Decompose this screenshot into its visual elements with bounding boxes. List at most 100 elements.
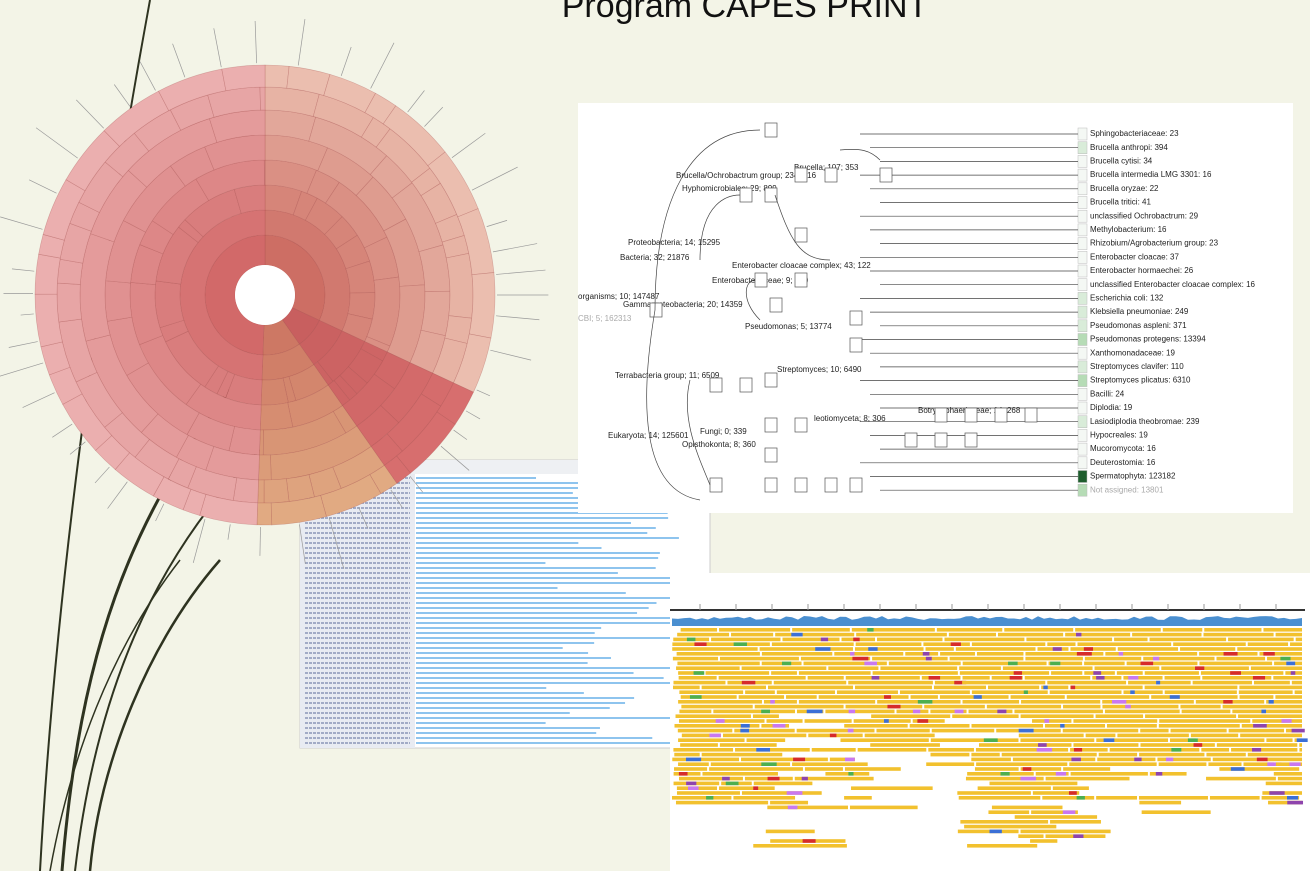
krona-wedge — [264, 160, 265, 185]
read — [772, 642, 854, 646]
leaf-label: Sphingobacteriaceae: 23 — [1090, 129, 1179, 138]
read — [1096, 796, 1137, 800]
leaf-box — [1078, 265, 1087, 277]
leaf-box — [1078, 224, 1087, 236]
leaf-label: Rhizobium/Agrobacterium group: 23 — [1090, 239, 1219, 248]
mismatch — [761, 762, 776, 766]
node-box — [825, 478, 837, 492]
label-leader — [12, 269, 34, 271]
read — [976, 748, 1068, 752]
read — [1292, 681, 1302, 685]
mismatch — [1104, 738, 1115, 742]
read — [711, 638, 780, 642]
read — [1240, 734, 1302, 738]
read — [959, 796, 1041, 800]
mismatch — [1166, 758, 1173, 762]
read — [922, 676, 961, 680]
read — [1139, 753, 1204, 757]
mismatch — [1281, 719, 1291, 723]
label-leader — [371, 43, 394, 89]
read — [937, 628, 1002, 632]
read — [702, 686, 766, 690]
read — [978, 786, 1051, 790]
read — [681, 705, 752, 709]
mismatch — [782, 662, 791, 666]
read — [672, 758, 739, 762]
label-leader — [21, 314, 34, 315]
leaf-label: Deuterostomia: 16 — [1090, 458, 1156, 467]
read — [702, 772, 777, 776]
read — [1145, 686, 1238, 690]
read — [733, 796, 795, 800]
mismatch — [1287, 801, 1303, 805]
read — [1240, 695, 1274, 699]
label-leader — [114, 84, 130, 106]
read — [1217, 743, 1297, 747]
read — [677, 662, 759, 666]
read — [674, 767, 707, 771]
label-leader — [408, 90, 425, 112]
read — [799, 700, 875, 704]
read — [855, 647, 924, 651]
leaf-box — [1078, 375, 1087, 387]
read — [672, 796, 731, 800]
mismatch — [1134, 758, 1141, 762]
read — [873, 671, 958, 675]
read — [1251, 666, 1302, 670]
label-leader — [52, 424, 72, 437]
read — [741, 758, 828, 762]
read — [1275, 695, 1302, 699]
read — [719, 676, 806, 680]
read — [747, 738, 786, 742]
read — [1254, 681, 1290, 685]
mismatch — [1194, 743, 1203, 747]
read — [1004, 628, 1073, 632]
node-box — [765, 123, 777, 137]
read — [1110, 748, 1200, 752]
read — [1063, 767, 1110, 771]
read — [1095, 666, 1160, 670]
node-box — [795, 273, 807, 287]
leaf-label: Brucella intermedia LMG 3301: 16 — [1090, 170, 1212, 179]
read — [931, 753, 970, 757]
read — [844, 796, 872, 800]
read — [1276, 633, 1302, 637]
node-box — [765, 418, 777, 432]
node-label: Bacteria; 32; 21876 — [620, 253, 690, 262]
leaf-label: Escherichia coli: 132 — [1090, 294, 1164, 303]
label-leader — [496, 270, 545, 274]
mismatch — [1019, 729, 1034, 733]
read — [1013, 758, 1095, 762]
read — [1278, 777, 1302, 781]
read — [1063, 705, 1100, 709]
read — [775, 633, 854, 637]
read — [940, 652, 975, 656]
read — [944, 638, 1024, 642]
mismatch — [686, 758, 701, 762]
read — [1201, 748, 1229, 752]
read — [1180, 647, 1235, 651]
read — [1299, 748, 1302, 752]
read — [1025, 676, 1091, 680]
read — [777, 690, 835, 694]
read — [1252, 719, 1302, 723]
leaf-label: Xanthomonadaceae: 19 — [1090, 348, 1176, 357]
read — [1019, 734, 1084, 738]
mismatch — [1077, 796, 1085, 800]
krona-wedge — [260, 403, 293, 430]
read — [840, 738, 928, 742]
read — [1063, 729, 1138, 733]
read — [792, 762, 868, 766]
read — [870, 743, 940, 747]
read — [865, 734, 935, 738]
label-leader — [70, 442, 85, 455]
label-leader — [0, 363, 43, 378]
read — [1078, 642, 1172, 646]
label-leader — [156, 504, 164, 521]
node-box — [995, 408, 1007, 422]
mismatch — [1023, 767, 1032, 771]
read — [745, 690, 775, 694]
read — [854, 719, 911, 723]
leaf-label: Brucella oryzae: 22 — [1090, 184, 1159, 193]
leaf-box — [1078, 443, 1087, 455]
